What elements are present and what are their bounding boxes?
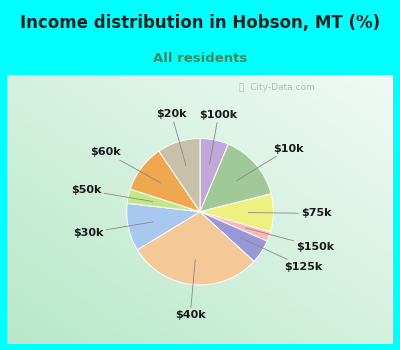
Text: $125k: $125k: [240, 238, 323, 272]
Wedge shape: [127, 189, 200, 212]
Text: $150k: $150k: [246, 228, 334, 252]
Text: $100k: $100k: [200, 110, 238, 164]
Wedge shape: [200, 194, 273, 232]
Text: Income distribution in Hobson, MT (%): Income distribution in Hobson, MT (%): [20, 14, 380, 32]
Text: $50k: $50k: [71, 185, 153, 202]
Wedge shape: [200, 139, 228, 212]
Wedge shape: [127, 203, 200, 250]
Wedge shape: [200, 212, 267, 261]
Wedge shape: [200, 144, 271, 212]
Text: $60k: $60k: [90, 147, 161, 183]
Wedge shape: [130, 151, 200, 212]
Wedge shape: [200, 212, 270, 241]
Text: $75k: $75k: [248, 208, 332, 218]
Text: ⓘ  City-Data.com: ⓘ City-Data.com: [238, 83, 314, 92]
Text: $20k: $20k: [156, 109, 187, 166]
Text: All residents: All residents: [153, 52, 247, 65]
Text: $30k: $30k: [73, 222, 153, 238]
Wedge shape: [137, 212, 254, 285]
Wedge shape: [159, 139, 200, 212]
Text: $10k: $10k: [237, 144, 304, 181]
Text: $40k: $40k: [175, 260, 206, 320]
